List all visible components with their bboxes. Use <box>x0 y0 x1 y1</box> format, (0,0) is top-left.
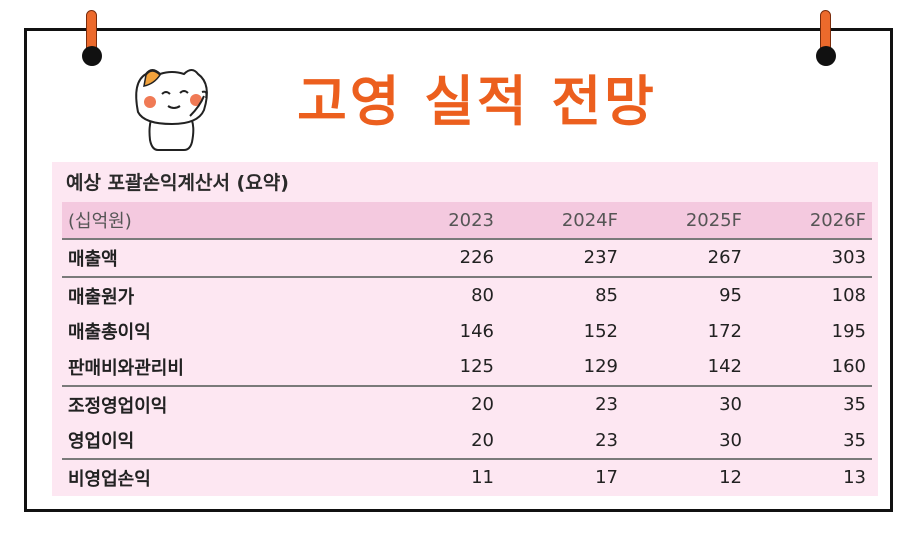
cell-value: 20 <box>471 394 494 416</box>
unit-label: (십억원) <box>62 202 376 240</box>
column-header-2024f: 2024F <box>500 202 624 240</box>
binder-clip-right-icon <box>816 10 836 66</box>
page-title: 고영 실적 전망 <box>297 70 657 133</box>
column-header-2025f: 2025F <box>624 202 748 240</box>
income-statement-panel: 예상 포괄손익계산서 (요약) (십억원) 2023 2024F 2025F 2… <box>52 162 878 496</box>
cell-value: 146 <box>459 320 494 342</box>
cell-value: 226 <box>376 239 500 278</box>
table-row: 비영업손익 11 17 12 13 <box>62 459 872 496</box>
row-label: 판매비와관리비 <box>62 349 376 387</box>
cell-value: 13 <box>843 467 866 489</box>
cell-value: 23 <box>500 422 624 461</box>
cell-value: 23 <box>595 394 618 416</box>
cell-value: 160 <box>748 349 872 387</box>
table-row: 조정영업이익 20 23 30 35 <box>62 386 872 423</box>
cell-value: 80 <box>471 285 494 307</box>
row-label: 매출원가 <box>68 286 135 308</box>
table-row: 판매비와관리비 125 129 142 160 <box>62 349 872 387</box>
cell-value: 267 <box>624 239 748 278</box>
cell-value: 152 <box>583 320 618 342</box>
row-label: 조정영업이익 <box>68 395 168 417</box>
table-row: 매출원가 80 85 95 108 <box>62 277 872 314</box>
cell-value: 12 <box>719 467 742 489</box>
column-header-2026f: 2026F <box>748 202 872 240</box>
table-row: 매출액 226 237 267 303 <box>62 239 872 278</box>
cell-value: 108 <box>831 285 866 307</box>
cell-value: 11 <box>471 467 494 489</box>
cat-mascot-icon <box>135 69 208 151</box>
row-label: 매출총이익 <box>68 322 151 344</box>
table-row: 매출총이익 146 152 172 195 <box>62 313 872 349</box>
cell-value: 35 <box>843 394 866 416</box>
table-title: 예상 포괄손익계산서 (요약) <box>66 172 289 194</box>
cell-value: 95 <box>719 285 742 307</box>
cell-value: 172 <box>707 320 742 342</box>
cell-value: 237 <box>500 239 624 278</box>
cell-value: 30 <box>624 422 748 461</box>
table-header-row: (십억원) 2023 2024F 2025F 2026F <box>62 202 872 240</box>
cell-value: 35 <box>748 422 872 461</box>
cell-value: 195 <box>831 320 866 342</box>
row-label: 매출액 <box>62 239 376 278</box>
cell-value: 17 <box>595 467 618 489</box>
binder-clip-left-icon <box>82 10 102 66</box>
cell-value: 129 <box>500 349 624 387</box>
cell-value: 303 <box>748 239 872 278</box>
table-row: 영업이익 20 23 30 35 <box>62 422 872 461</box>
row-label: 영업이익 <box>62 422 376 461</box>
column-header-2023: 2023 <box>376 202 500 240</box>
cell-value: 142 <box>624 349 748 387</box>
cell-value: 125 <box>376 349 500 387</box>
cell-value: 20 <box>376 422 500 461</box>
row-label: 비영업손익 <box>68 468 151 490</box>
cell-value: 85 <box>595 285 618 307</box>
cell-value: 30 <box>719 394 742 416</box>
income-statement-table: (십억원) 2023 2024F 2025F 2026F 매출액 226 237… <box>62 202 872 496</box>
